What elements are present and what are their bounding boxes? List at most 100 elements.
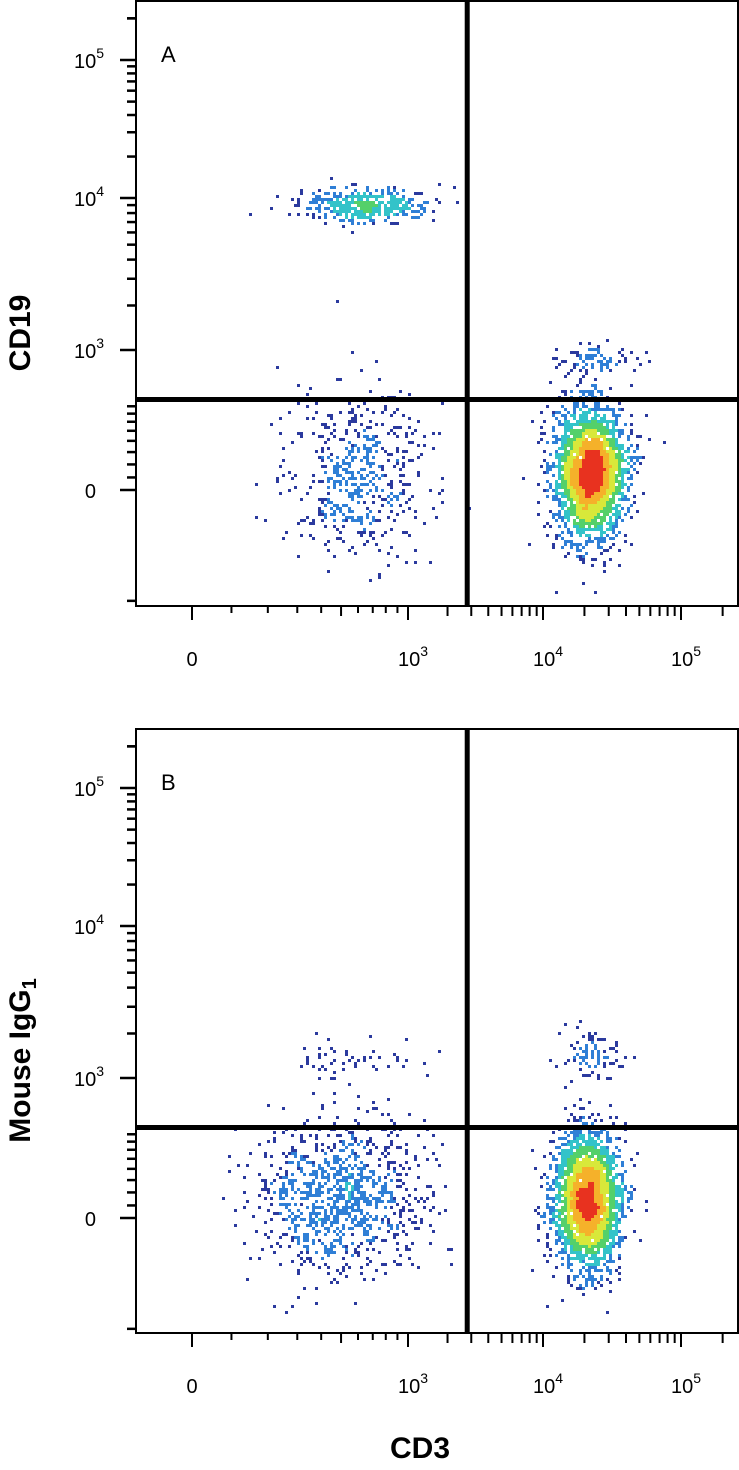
event-dot: [597, 351, 600, 354]
event-dot: [351, 1254, 354, 1257]
event-dot: [555, 498, 558, 501]
event-dot: [324, 498, 327, 501]
event-dot: [597, 1038, 600, 1041]
event-dot: [549, 1206, 552, 1209]
event-dot: [351, 483, 354, 486]
x-tick-label-base: 0: [186, 649, 197, 671]
event-dot: [342, 1140, 345, 1143]
event-dot: [612, 441, 615, 444]
event-dot: [558, 1146, 561, 1149]
event-dot: [570, 474, 573, 477]
event-dot: [606, 423, 609, 426]
event-dot: [366, 1176, 369, 1179]
event-dot: [585, 1050, 588, 1053]
event-dot: [564, 1245, 567, 1248]
event-dot: [612, 471, 615, 474]
event-dot: [324, 192, 327, 195]
event-dot: [570, 1176, 573, 1179]
x-tick-label: 104: [533, 1370, 563, 1398]
event-dot: [573, 417, 576, 420]
event-dot: [573, 1248, 576, 1251]
event-dot: [570, 441, 573, 444]
event-dot: [408, 534, 411, 537]
event-dot: [297, 1272, 300, 1275]
event-dot: [567, 492, 570, 495]
event-dot: [588, 498, 591, 501]
event-dot: [603, 561, 606, 564]
event-dot: [345, 1245, 348, 1248]
x-axis-minor-ticks-a: [191, 606, 724, 620]
event-dot: [549, 1167, 552, 1170]
event-dot: [561, 519, 564, 522]
event-dot: [591, 408, 594, 411]
event-dot: [582, 555, 585, 558]
event-dot: [408, 507, 411, 510]
event-dot: [339, 507, 342, 510]
event-dot: [378, 465, 381, 468]
event-dot: [318, 498, 321, 501]
event-dot: [591, 1071, 594, 1074]
event-dot: [594, 438, 597, 441]
event-dot: [321, 501, 324, 504]
event-dot: [387, 1134, 390, 1137]
event-dot: [582, 417, 585, 420]
event-dot: [336, 1170, 339, 1173]
event-dot: [558, 501, 561, 504]
event-dot: [327, 1161, 330, 1164]
event-dot: [315, 402, 318, 405]
event-dot: [360, 483, 363, 486]
event-dot: [585, 465, 588, 468]
event-dot: [339, 219, 342, 222]
event-dot: [597, 1059, 600, 1062]
event-dot: [609, 438, 612, 441]
event-dot: [648, 438, 651, 441]
event-dot: [591, 1263, 594, 1266]
y-tick-label: 105: [74, 773, 104, 801]
event-dot: [597, 1215, 600, 1218]
event-dot: [348, 495, 351, 498]
event-dot: [612, 1218, 615, 1221]
event-dot: [585, 501, 588, 504]
event-dot: [351, 1242, 354, 1245]
event-dot: [591, 1206, 594, 1209]
event-dot: [573, 429, 576, 432]
event-dot: [603, 1263, 606, 1266]
event-dot: [360, 1242, 363, 1245]
event-dot: [561, 1152, 564, 1155]
event-dot: [390, 204, 393, 207]
event-dot: [348, 402, 351, 405]
event-dot: [585, 1062, 588, 1065]
event-dot: [552, 426, 555, 429]
event-dot: [582, 360, 585, 363]
event-dot: [579, 381, 582, 384]
event-dot: [597, 546, 600, 549]
event-dot: [573, 1206, 576, 1209]
event-dot: [609, 528, 612, 531]
event-dot: [564, 1239, 567, 1242]
event-dot: [618, 1209, 621, 1212]
event-dot: [600, 408, 603, 411]
event-dot: [588, 435, 591, 438]
event-dot: [300, 1257, 303, 1260]
event-dot: [342, 1167, 345, 1170]
event-dot: [570, 1170, 573, 1173]
event-dot: [315, 411, 318, 414]
event-dot: [351, 231, 354, 234]
event-dot: [366, 1233, 369, 1236]
event-dot: [294, 1218, 297, 1221]
event-dot: [543, 450, 546, 453]
event-dot: [555, 1182, 558, 1185]
event-dot: [312, 432, 315, 435]
event-dot: [303, 1218, 306, 1221]
event-dot: [300, 1137, 303, 1140]
event-dot: [336, 1212, 339, 1215]
event-dot: [327, 480, 330, 483]
event-dot: [327, 477, 330, 480]
event-dot: [387, 501, 390, 504]
event-dot: [624, 513, 627, 516]
event-dot: [603, 510, 606, 513]
event-dot: [597, 1269, 600, 1272]
event-dot: [315, 1146, 318, 1149]
event-dot: [570, 1080, 573, 1083]
event-dot: [306, 1224, 309, 1227]
